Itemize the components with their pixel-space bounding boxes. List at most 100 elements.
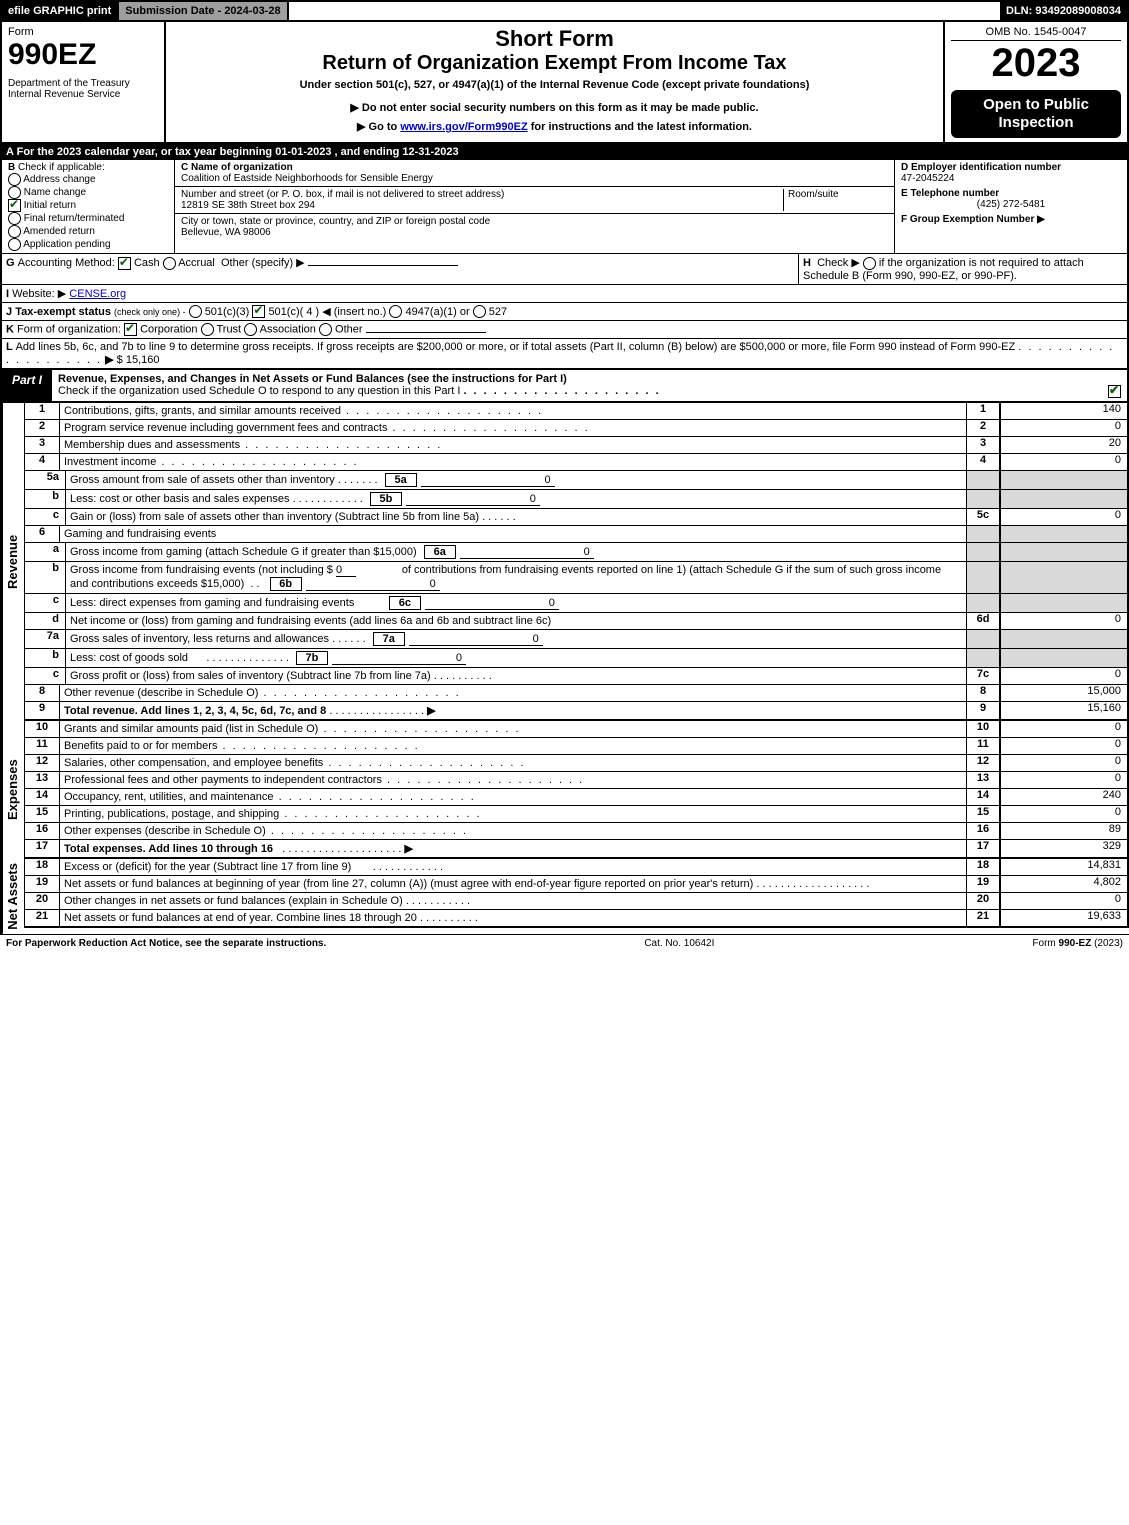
line6d-desc: Net income or (loss) from gaming and fun… xyxy=(70,615,551,627)
line18-desc: Excess or (deficit) for the year (Subtra… xyxy=(64,861,351,873)
line3-val: 20 xyxy=(1000,437,1127,453)
line7a-itag: 7a xyxy=(373,632,405,646)
chk-final-return[interactable] xyxy=(8,212,21,225)
line5a-desc: Gross amount from sale of assets other t… xyxy=(70,474,335,486)
line8-val: 15,000 xyxy=(1000,685,1127,701)
line6d-val: 0 xyxy=(1000,613,1127,629)
line7a-tag-shade xyxy=(966,630,1000,648)
opt-corporation: Corporation xyxy=(140,324,197,336)
opt-association: Association xyxy=(260,324,316,336)
chk-4947[interactable] xyxy=(389,305,402,318)
line7b-val-shade xyxy=(1000,649,1127,667)
other-org-input[interactable] xyxy=(366,332,486,333)
line3-desc: Membership dues and assessments xyxy=(64,439,240,451)
line9-desc: Total revenue. Add lines 1, 2, 3, 4, 5c,… xyxy=(64,705,326,717)
l-value: $ 15,160 xyxy=(117,354,160,366)
line6a-val-shade xyxy=(1000,543,1127,561)
line7a-ival: 0 xyxy=(409,633,543,646)
row-i: I Website: ▶ CENSE.org xyxy=(0,285,1129,303)
line21-desc: Net assets or fund balances at end of ye… xyxy=(64,912,417,924)
short-form-title: Short Form xyxy=(172,26,937,52)
line15-val: 0 xyxy=(1000,806,1127,822)
b-label: Check if applicable: xyxy=(18,162,105,173)
line6-val-shade xyxy=(1000,526,1127,542)
c-city-label: City or town, state or province, country… xyxy=(181,216,888,227)
chk-amended-return[interactable] xyxy=(8,225,21,238)
chk-trust[interactable] xyxy=(201,323,214,336)
line13-val: 0 xyxy=(1000,772,1127,788)
e-label: E Telephone number xyxy=(901,188,1121,199)
row-g-h: G Accounting Method: Cash Accrual Other … xyxy=(0,254,1129,285)
opt-accrual: Accrual xyxy=(178,257,215,269)
other-method-input[interactable] xyxy=(308,265,458,266)
chk-initial-return[interactable] xyxy=(8,199,21,212)
line6c-tag-shade xyxy=(966,594,1000,612)
line21-val: 19,633 xyxy=(1000,910,1127,926)
line17-val: 329 xyxy=(1000,840,1127,857)
line6c-val-shade xyxy=(1000,594,1127,612)
chk-527[interactable] xyxy=(473,305,486,318)
chk-corporation[interactable] xyxy=(124,323,137,336)
opt-initial-return: Initial return xyxy=(24,200,76,211)
chk-application-pending[interactable] xyxy=(8,238,21,251)
form-word: Form xyxy=(8,26,158,38)
line11-desc: Benefits paid to or for members xyxy=(64,740,217,752)
line20-tag: 20 xyxy=(966,893,1000,909)
under-section: Under section 501(c), 527, or 4947(a)(1)… xyxy=(172,79,937,91)
line14-tag: 14 xyxy=(966,789,1000,805)
open-inspection-badge: Open to Public Inspection xyxy=(951,90,1121,138)
irs-link[interactable]: www.irs.gov/Form990EZ xyxy=(400,121,527,133)
line-a-bar: A For the 2023 calendar year, or tax yea… xyxy=(0,144,1129,160)
chk-schedule-o-part1[interactable] xyxy=(1108,385,1121,398)
line4-tag: 4 xyxy=(966,454,1000,470)
j-sub: (check only one) - xyxy=(114,307,186,317)
chk-501c[interactable] xyxy=(252,305,265,318)
chk-schedule-b[interactable] xyxy=(863,257,876,270)
line1-desc: Contributions, gifts, grants, and simila… xyxy=(64,405,341,417)
line9-tag: 9 xyxy=(966,702,1000,719)
line2-tag: 2 xyxy=(966,420,1000,436)
line8-desc: Other revenue (describe in Schedule O) xyxy=(64,687,258,699)
line5b-itag: 5b xyxy=(370,492,402,506)
line9-val: 15,160 xyxy=(1000,702,1127,719)
part1-title: Revenue, Expenses, and Changes in Net As… xyxy=(58,373,567,385)
expenses-label: Expenses xyxy=(2,721,22,859)
ein-value: 47-2045224 xyxy=(901,173,1121,184)
efile-label[interactable]: efile GRAPHIC print xyxy=(2,2,119,20)
line19-desc: Net assets or fund balances at beginning… xyxy=(64,878,753,890)
row-j: J Tax-exempt status (check only one) - 5… xyxy=(0,303,1129,322)
line5b-tag-shade xyxy=(966,490,1000,508)
line6b-desc1: Gross income from fundraising events (no… xyxy=(70,564,333,576)
line20-val: 0 xyxy=(1000,893,1127,909)
org-name: Coalition of Eastside Neighborhoods for … xyxy=(181,173,888,184)
org-info-block: B Check if applicable: Address change Na… xyxy=(0,160,1129,254)
revenue-label: Revenue xyxy=(2,403,22,721)
footer-left: For Paperwork Reduction Act Notice, see … xyxy=(6,938,326,949)
line6b-itag: 6b xyxy=(270,577,302,591)
form-header: Form 990EZ Department of the Treasury In… xyxy=(0,20,1129,144)
chk-other-org[interactable] xyxy=(319,323,332,336)
line14-val: 240 xyxy=(1000,789,1127,805)
line10-tag: 10 xyxy=(966,721,1000,737)
k-label: Form of organization: xyxy=(17,324,121,336)
website-link[interactable]: CENSE.org xyxy=(69,288,126,300)
line5b-ival: 0 xyxy=(406,493,540,506)
line19-tag: 19 xyxy=(966,876,1000,892)
chk-cash[interactable] xyxy=(118,257,131,270)
ssn-note: ▶ Do not enter social security numbers o… xyxy=(172,101,937,114)
line6-desc: Gaming and fundraising events xyxy=(64,528,216,540)
line7b-itag: 7b xyxy=(296,651,328,665)
chk-association[interactable] xyxy=(244,323,257,336)
chk-501c3[interactable] xyxy=(189,305,202,318)
line10-val: 0 xyxy=(1000,721,1127,737)
section-def: D Employer identification number 47-2045… xyxy=(895,160,1127,253)
c-room-label: Room/suite xyxy=(788,189,888,200)
chk-address-change[interactable] xyxy=(8,173,21,186)
dln-label: DLN: 93492089008034 xyxy=(1000,2,1127,20)
chk-accrual[interactable] xyxy=(163,257,176,270)
netassets-label: Net Assets xyxy=(2,859,22,934)
part1-label: Part I xyxy=(2,370,52,401)
part1-check-note: Check if the organization used Schedule … xyxy=(58,385,460,397)
line6c-itag: 6c xyxy=(389,596,421,610)
line7c-tag: 7c xyxy=(966,668,1000,684)
